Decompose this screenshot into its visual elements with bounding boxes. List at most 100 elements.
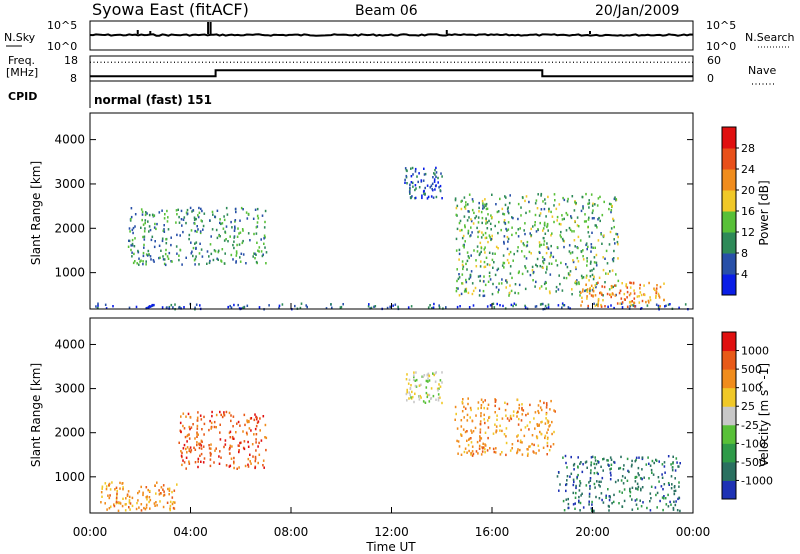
data-cell: [592, 295, 594, 298]
data-cell: [229, 430, 232, 433]
data-cell: [250, 462, 252, 465]
data-cell: [550, 234, 552, 237]
data-cell: [138, 263, 140, 266]
data-cell: [257, 445, 259, 448]
data-cell: [607, 459, 609, 462]
data-cell: [606, 459, 608, 462]
data-cell: [497, 267, 500, 270]
data-cell: [194, 437, 196, 440]
data-cell: [473, 249, 475, 252]
data-cell: [466, 268, 468, 271]
data-cell: [415, 371, 417, 374]
data-cell: [638, 473, 640, 477]
data-cell: [540, 285, 543, 288]
data-cell: [472, 200, 474, 203]
data-cell: [503, 220, 506, 224]
data-cell: [460, 200, 462, 203]
data-cell: [101, 485, 104, 488]
data-cell: [602, 469, 604, 472]
data-cell: [214, 449, 216, 452]
data-cell: [629, 489, 631, 492]
data-cell: [430, 307, 433, 310]
data-cell: [119, 502, 122, 505]
data-cell: [167, 487, 169, 491]
data-cell: [675, 457, 678, 460]
data-cell: [424, 401, 427, 404]
data-cell: [210, 452, 212, 456]
data-cell: [159, 492, 162, 495]
data-cell: [541, 256, 544, 259]
data-cell: [535, 230, 538, 233]
x-tick-label: 04:00: [173, 525, 208, 539]
data-cell: [246, 304, 249, 307]
data-cell: [670, 463, 672, 466]
data-cell: [593, 302, 595, 305]
data-cell: [178, 258, 180, 262]
data-cell: [543, 401, 545, 405]
data-cell: [180, 450, 182, 453]
data-cell: [461, 410, 464, 413]
data-cell: [618, 467, 620, 470]
data-cell: [233, 236, 235, 239]
data-cell: [511, 443, 514, 446]
data-cell: [581, 300, 583, 303]
data-cell: [141, 210, 144, 214]
data-cell: [615, 232, 617, 236]
data-cell: [502, 254, 505, 257]
data-cell: [423, 192, 425, 196]
data-cell: [142, 260, 144, 263]
data-cell: [640, 505, 643, 508]
data-cell: [641, 486, 644, 489]
data-cell: [529, 445, 531, 448]
data-cell: [242, 306, 244, 310]
data-cell: [221, 248, 224, 251]
data-cell: [130, 207, 133, 210]
data-cell: [507, 206, 509, 209]
data-cell: [483, 406, 485, 410]
data-cell: [176, 252, 178, 255]
data-cell: [434, 168, 436, 172]
data-cell: [425, 386, 428, 389]
data-cell: [456, 305, 459, 309]
data-cell: [669, 303, 671, 306]
data-cell: [135, 305, 138, 309]
data-cell: [246, 419, 248, 422]
data-cell: [426, 380, 429, 383]
data-cell: [600, 480, 602, 483]
data-cell: [487, 419, 489, 422]
data-cell: [198, 263, 200, 266]
data-cell: [560, 230, 562, 234]
data-cell: [219, 423, 221, 426]
data-cell: [417, 180, 419, 184]
data-cell: [586, 288, 589, 291]
data-cell: [473, 211, 475, 215]
data-cell: [278, 304, 281, 307]
data-cell: [527, 412, 529, 415]
data-cell: [565, 276, 568, 280]
data-cell: [577, 466, 579, 469]
power-ylabel: Slant Range [km]: [29, 161, 43, 265]
data-cell: [576, 256, 579, 260]
data-cell: [565, 211, 568, 215]
data-cell: [502, 304, 504, 308]
data-cell: [486, 263, 489, 266]
data-cell: [478, 447, 481, 450]
data-cell: [325, 307, 328, 310]
data-cell: [547, 421, 549, 425]
data-cell: [603, 200, 605, 204]
data-cell: [539, 406, 542, 409]
data-cell: [409, 186, 411, 189]
data-cell: [163, 262, 166, 266]
data-cell: [613, 493, 615, 497]
data-cell: [146, 212, 148, 215]
data-cell: [610, 304, 612, 307]
data-cell: [114, 488, 116, 491]
data-cell: [196, 427, 199, 430]
data-cell: [637, 466, 640, 470]
data-cell: [192, 254, 194, 258]
data-cell: [108, 496, 111, 500]
data-cell: [185, 415, 187, 418]
data-cell: [153, 303, 155, 307]
data-cell: [587, 218, 590, 221]
data-cell: [193, 259, 196, 262]
